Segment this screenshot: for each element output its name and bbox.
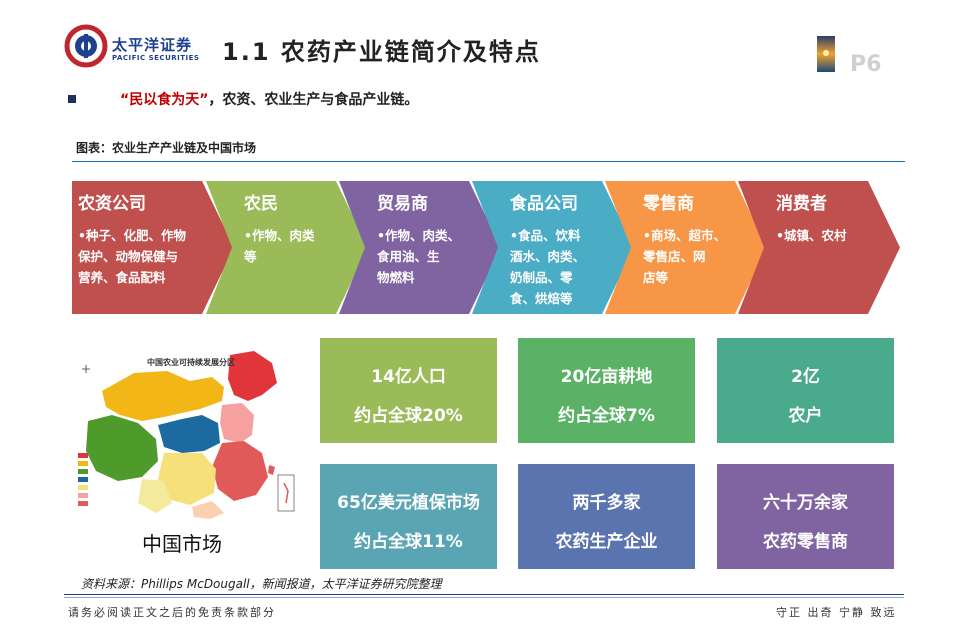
chain-stage-description: •作物、肉类、 食用油、生 物燃料 <box>377 228 460 285</box>
chain-stage-description: •作物、肉类 等 <box>244 228 315 264</box>
stat-headline: 两千多家 <box>572 493 641 513</box>
stat-headline: 14亿人口 <box>371 367 446 387</box>
chain-stage-shape <box>339 181 501 314</box>
chain-stage-shape <box>206 181 368 314</box>
footer-divider <box>64 594 904 595</box>
stat-box: 14亿人口约占全球20% <box>320 338 497 443</box>
stat-headline: 六十万余家 <box>763 493 848 513</box>
chain-stage-description: •食品、饮料 酒水、肉类、 奶制品、零 食、烘焙等 <box>510 228 586 306</box>
chain-stage-description: •种子、化肥、作物 保护、动物保健与 营养、食品配料 <box>78 228 186 285</box>
bullet-highlight: “民以食为天” <box>120 92 209 108</box>
chain-stage-shape <box>472 181 634 314</box>
stat-headline: 20亿亩耕地 <box>560 367 653 387</box>
stat-box: 两千多家农药生产企业 <box>518 464 695 569</box>
caption-divider <box>72 161 905 162</box>
slide-title: 1.1 农药产业链简介及特点 <box>222 38 541 66</box>
chain-stage-title: 零售商 <box>643 194 694 214</box>
company-motto: 守正 出奇 宁静 致远 <box>776 606 897 619</box>
stat-headline: 65亿美元植保市场 <box>337 493 480 513</box>
bullet-square <box>68 95 76 103</box>
chain-stage-title: 消费者 <box>776 194 827 214</box>
chain-stage-shape <box>738 181 900 314</box>
bullet-line: “民以食为天”，农资、农业生产与食品产业链。 <box>120 89 418 109</box>
stat-detail: 农药生产企业 <box>555 532 658 552</box>
stat-detail: 约占全球7% <box>558 406 655 426</box>
logo-chinese-name: 太平洋证券 <box>112 36 193 54</box>
chain-stage-shape <box>72 181 234 314</box>
map-title: 中国农业可持续发展分区 <box>147 358 235 367</box>
disclaimer-note: 请务必阅读正文之后的免责条款部分 <box>68 606 276 619</box>
china-agriculture-map <box>72 343 300 523</box>
chain-stage-title: 农资公司 <box>78 194 146 214</box>
footer-divider-thin <box>64 597 904 598</box>
logo-english-name: PACIFIC SECURITIES <box>112 54 200 62</box>
stat-box: 2亿农户 <box>717 338 894 443</box>
chain-stage-title: 农民 <box>244 194 278 214</box>
bullet-rest: ，农资、农业生产与食品产业链。 <box>208 92 419 108</box>
company-logo: 太平洋证券 PACIFIC SECURITIES <box>64 20 204 76</box>
stat-box: 六十万余家农药零售商 <box>717 464 894 569</box>
figure-caption: 图表：农业生产产业链及中国市场 <box>76 141 257 155</box>
sunset-thumbnail-icon <box>817 36 835 72</box>
stat-box: 65亿美元植保市场 约占全球11% <box>320 464 497 569</box>
chain-stage-shape <box>605 181 767 314</box>
stat-detail: 农药零售商 <box>763 532 848 552</box>
stat-box: 20亿亩耕地 约占全球7% <box>518 338 695 443</box>
source-note: 资料来源：Phillips McDougall，新闻报道，太平洋证券研究院整理 <box>81 577 442 591</box>
logo-emblem-icon <box>64 24 108 68</box>
stat-headline: 2亿 <box>791 367 820 387</box>
stat-detail: 约占全球20% <box>354 406 463 426</box>
chain-stage-title: 贸易商 <box>377 194 428 214</box>
industry-chain-diagram <box>72 181 900 314</box>
stat-detail: 约占全球11% <box>354 532 463 552</box>
chain-stage-title: 食品公司 <box>510 194 578 214</box>
page-number: P6 <box>850 52 882 77</box>
stat-detail: 农户 <box>788 406 823 426</box>
chain-stage-description: •商场、超市、 零售店、网 店等 <box>643 228 726 285</box>
chain-stage-description: •城镇、农村 <box>776 228 847 243</box>
china-market-label: 中国市场 <box>142 532 222 556</box>
